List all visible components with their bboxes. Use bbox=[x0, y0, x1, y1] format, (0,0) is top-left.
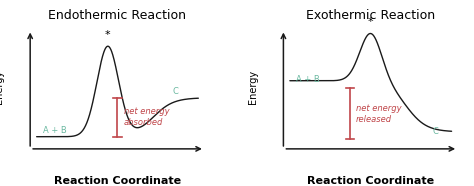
Text: Reaction Coordinate: Reaction Coordinate bbox=[307, 176, 434, 186]
Text: C: C bbox=[432, 127, 438, 136]
Text: A + B: A + B bbox=[43, 126, 67, 135]
Text: *: * bbox=[105, 30, 111, 40]
Text: *: * bbox=[367, 17, 373, 27]
Text: Reaction Coordinate: Reaction Coordinate bbox=[54, 176, 181, 186]
Title: Exothermic Reaction: Exothermic Reaction bbox=[306, 9, 435, 22]
Text: A + B: A + B bbox=[296, 75, 320, 84]
Text: C: C bbox=[173, 87, 178, 96]
Text: Energy: Energy bbox=[247, 70, 257, 105]
Title: Endothermic Reaction: Endothermic Reaction bbox=[48, 9, 186, 22]
Text: net energy
absorbed: net energy absorbed bbox=[124, 107, 170, 127]
Text: net energy
released: net energy released bbox=[356, 104, 402, 124]
Text: Energy: Energy bbox=[0, 70, 4, 105]
